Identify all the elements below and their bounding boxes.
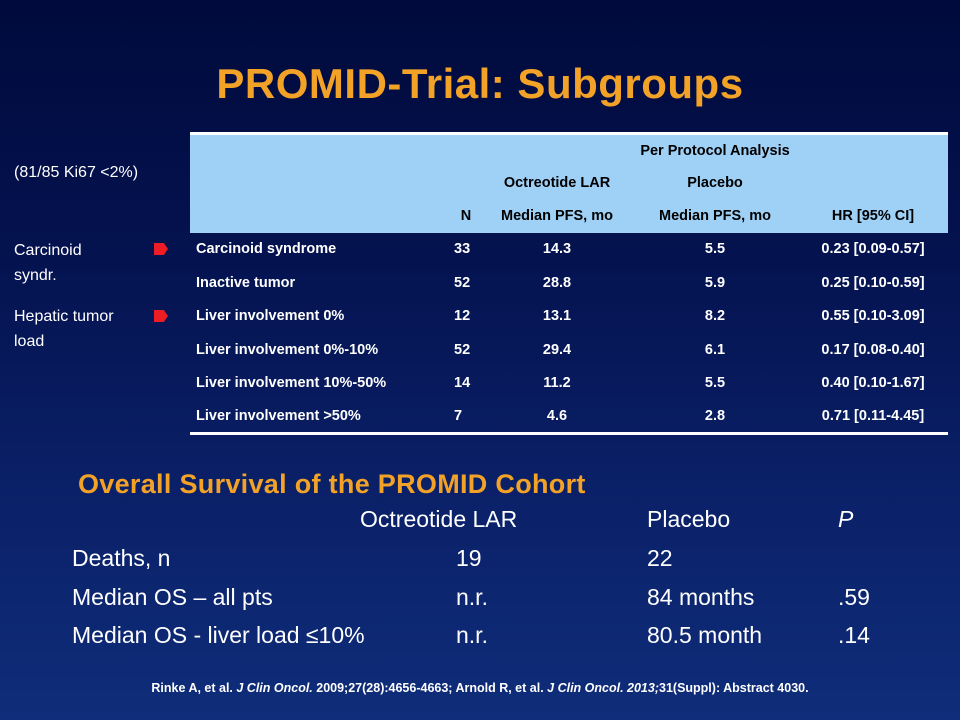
citation-part3: 31(Suppl): Abstract 4030.: [659, 681, 809, 695]
citation-part1: Rinke A, et al.: [151, 681, 237, 695]
n-cell: 12: [454, 308, 471, 325]
table-row: Inactive tumor 52 28.8 5.9 0.25 [0.10-0.…: [190, 266, 948, 300]
table-row: Liver involvement 0%-10% 52 29.4 6.1 0.1…: [190, 333, 948, 367]
table-header-row: Per Protocol Analysis: [190, 133, 948, 167]
hepatic-note-line1: Hepatic tumor: [14, 308, 114, 325]
subgroup-table: Per Protocol Analysis Octreotide LAR Pla…: [190, 132, 948, 435]
col-n-header: N: [460, 208, 472, 224]
table-row: Carcinoid syndrome 33 14.3 5.5 0.23 [0.0…: [190, 233, 948, 267]
red-arrow-marker-icon: [154, 310, 168, 322]
os-label: Median OS - liver load ≤10%: [72, 622, 365, 648]
os-label: Deaths, n: [72, 545, 171, 571]
carcinoid-note-line2: syndr.: [14, 267, 57, 284]
placebo-cell: 5.5: [704, 375, 726, 392]
col-hr-header: HR [95% CI]: [831, 208, 915, 224]
citation-part2: 2009;27(28):4656-4663; Arnold R, et al.: [312, 681, 548, 695]
octreotide-cell: 29.4: [542, 341, 572, 358]
carcinoid-note-line1: Carcinoid: [14, 242, 82, 259]
os-octreotide: n.r.: [456, 622, 488, 648]
red-arrow-marker-icon: [154, 243, 168, 255]
group-placebo-header: Placebo: [687, 175, 743, 191]
table-header-row: N Median PFS, mo Median PFS, mo HR [95% …: [190, 199, 948, 233]
citation-journal2: J Clin Oncol. 2013;: [547, 681, 659, 695]
os-octreotide: n.r.: [456, 584, 488, 610]
os-placebo: 84 months: [647, 584, 755, 610]
octreotide-cell: 13.1: [542, 308, 572, 325]
os-header-placebo: Placebo: [647, 506, 731, 532]
n-cell: 52: [454, 341, 471, 358]
os-label: Median OS – all pts: [72, 584, 273, 610]
hr-cell: 0.17 [0.08-0.40]: [821, 341, 925, 358]
col-octreotide-header: Median PFS, mo: [501, 208, 613, 224]
slide-title: PROMID-Trial: Subgroups: [216, 60, 744, 107]
hr-cell: 0.40 [0.10-1.67]: [821, 375, 925, 392]
n-cell: 52: [454, 274, 471, 291]
hepatic-note: Hepatic tumor load: [14, 304, 114, 354]
col-placebo-header: Median PFS, mo: [659, 208, 771, 224]
subgroup-cell: Inactive tumor: [196, 274, 296, 291]
hr-cell: 0.71 [0.11-4.45]: [821, 408, 925, 424]
n-cell: 33: [454, 241, 471, 258]
citation-footnote: Rinke A, et al. J Clin Oncol. 2009;27(28…: [0, 681, 960, 695]
os-placebo: 22: [647, 545, 673, 571]
os-header-p: P: [838, 506, 854, 532]
octreotide-cell: 4.6: [546, 408, 568, 424]
group-octreotide-header: Octreotide LAR: [503, 175, 611, 191]
table-row: Liver involvement >50% 7 4.6 2.8 0.71 [0…: [190, 400, 948, 434]
subgroup-cell: Liver involvement 0%-10%: [196, 341, 379, 358]
os-octreotide: 19: [456, 545, 482, 571]
hr-cell: 0.55 [0.10-3.09]: [821, 308, 925, 325]
octreotide-cell: 14.3: [542, 241, 572, 258]
placebo-cell: 6.1: [704, 341, 726, 358]
hr-cell: 0.25 [0.10-0.59]: [821, 274, 925, 291]
table-row: Liver involvement 10%-50% 14 11.2 5.5 0.…: [190, 367, 948, 401]
subgroup-cell: Liver involvement 10%-50%: [196, 375, 387, 392]
placebo-cell: 8.2: [704, 308, 726, 325]
n-cell: 14: [454, 375, 471, 392]
table-header-row: Octreotide LAR Placebo: [190, 166, 948, 200]
n-cell: 7: [454, 408, 463, 424]
os-header-row: Octreotide LAR Placebo P: [0, 506, 960, 542]
placebo-cell: 5.5: [704, 241, 726, 258]
placebo-cell: 5.9: [704, 274, 726, 291]
subgroup-cell: Liver involvement 0%: [196, 308, 345, 325]
os-row: Median OS - liver load ≤10% n.r. 80.5 mo…: [0, 622, 960, 658]
table-row: Liver involvement 0% 12 13.1 8.2 0.55 [0…: [190, 300, 948, 334]
subgroup-cell: Liver involvement >50%: [196, 408, 361, 424]
analysis-header: Per Protocol Analysis: [640, 142, 790, 159]
os-row: Deaths, n 19 22: [0, 545, 960, 581]
hepatic-note-line2: load: [14, 333, 45, 350]
os-p: .14: [838, 622, 870, 648]
ki67-note: (81/85 Ki67 <2%): [14, 164, 139, 181]
carcinoid-note: Carcinoid syndr.: [14, 238, 82, 288]
os-placebo: 80.5 month: [647, 622, 763, 648]
octreotide-cell: 11.2: [543, 375, 571, 392]
os-row: Median OS – all pts n.r. 84 months .59: [0, 584, 960, 620]
citation-journal1: J Clin Oncol.: [236, 681, 313, 695]
os-heading: Overall Survival of the PROMID Cohort: [78, 469, 586, 499]
octreotide-cell: 28.8: [542, 274, 572, 291]
os-header-octreotide: Octreotide LAR: [360, 506, 518, 532]
os-p: .59: [838, 584, 870, 610]
subgroup-cell: Carcinoid syndrome: [196, 241, 337, 258]
placebo-cell: 2.8: [704, 408, 726, 424]
hr-cell: 0.23 [0.09-0.57]: [821, 241, 925, 258]
